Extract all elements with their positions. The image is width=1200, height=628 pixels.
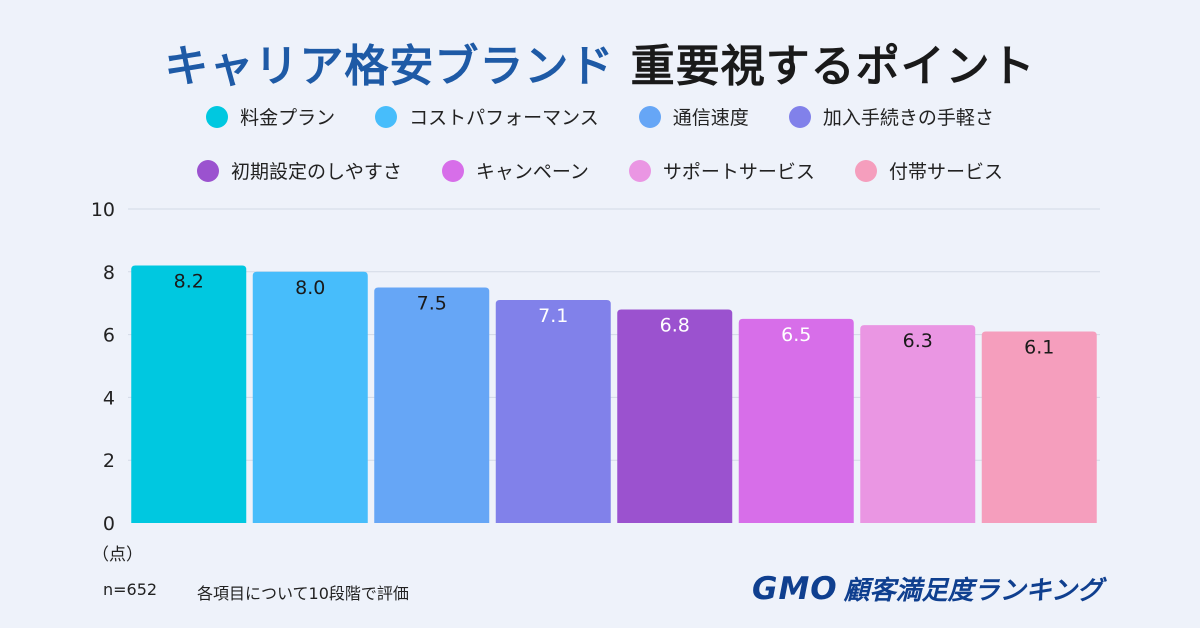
legend-swatch [197, 159, 220, 182]
legend-swatch [375, 105, 398, 128]
y-tick-label: 10 [91, 199, 115, 221]
sample-size: n=652 [103, 580, 158, 599]
bar-value-label: 8.0 [295, 277, 325, 299]
bar-value-label: 7.5 [417, 293, 447, 315]
legend-item: 通信速度 [638, 103, 749, 130]
legend-swatch [788, 105, 811, 128]
bar-value-label: 6.3 [903, 330, 933, 352]
chart-title-part1: キャリア格安ブランド [164, 41, 615, 92]
bar [495, 300, 611, 523]
legend-label: サポートサービス [662, 161, 815, 183]
y-tick-label: 0 [103, 513, 115, 535]
y-tick-label: 8 [103, 262, 115, 284]
bar-value-label: 7.1 [538, 305, 568, 327]
y-tick-label: 2 [103, 450, 115, 472]
legend-item: 料金プラン [206, 103, 335, 130]
legend-row-2: 初期設定のしやすさ キャンペーン サポートサービス 付帯サービス [0, 157, 1200, 184]
legend-item: 付帯サービス [854, 157, 1003, 184]
legend-row-1: 料金プラン コストパフォーマンス 通信速度 加入手続きの手軽さ [0, 103, 1200, 130]
gmo-logo: GMO 顧客満足度ランキング [752, 570, 1103, 607]
legend-item: 初期設定のしやすさ [197, 157, 402, 184]
bar-value-label: 6.5 [781, 324, 811, 346]
legend-label: 加入手続きの手軽さ [822, 107, 994, 129]
y-tick-label: 6 [103, 325, 115, 347]
legend-item: キャンペーン [441, 157, 589, 184]
legend-label: 通信速度 [672, 107, 749, 129]
footer-note: 各項目について10段階で評価 [197, 584, 409, 603]
chart-title-part2: 重要視するポイント [630, 41, 1036, 92]
legend-swatch [638, 105, 661, 128]
bar [860, 325, 976, 523]
legend-label: 料金プラン [240, 107, 336, 129]
bar-value-label: 8.2 [174, 271, 204, 293]
chart-title: キャリア格安ブランド 重要視するポイント [0, 30, 1200, 94]
bar-value-label: 6.1 [1024, 336, 1054, 358]
legend-swatch [441, 159, 464, 182]
legend-item: サポートサービス [628, 157, 815, 184]
legend-item: コストパフォーマンス [375, 103, 599, 130]
y-tick-label: 4 [103, 387, 115, 409]
bar [617, 309, 733, 523]
legend-swatch [628, 159, 651, 182]
bar-value-label: 6.8 [660, 314, 690, 336]
legend-label: コストパフォーマンス [409, 107, 599, 129]
legend-swatch [854, 159, 877, 182]
logo-text: 顧客満足度ランキング [843, 576, 1103, 606]
bar [252, 271, 368, 523]
legend-label: 初期設定のしやすさ [231, 161, 402, 183]
y-axis-unit: （点） [92, 545, 143, 565]
legend-label: 付帯サービス [888, 161, 1003, 183]
bar [374, 287, 490, 523]
legend-swatch [206, 105, 229, 128]
bar [981, 331, 1097, 523]
logo-brand: GMO [752, 570, 838, 607]
bar [738, 318, 854, 523]
legend-item: 加入手続きの手軽さ [788, 103, 994, 130]
legend-label: キャンペーン [475, 161, 589, 183]
bar [131, 265, 247, 523]
